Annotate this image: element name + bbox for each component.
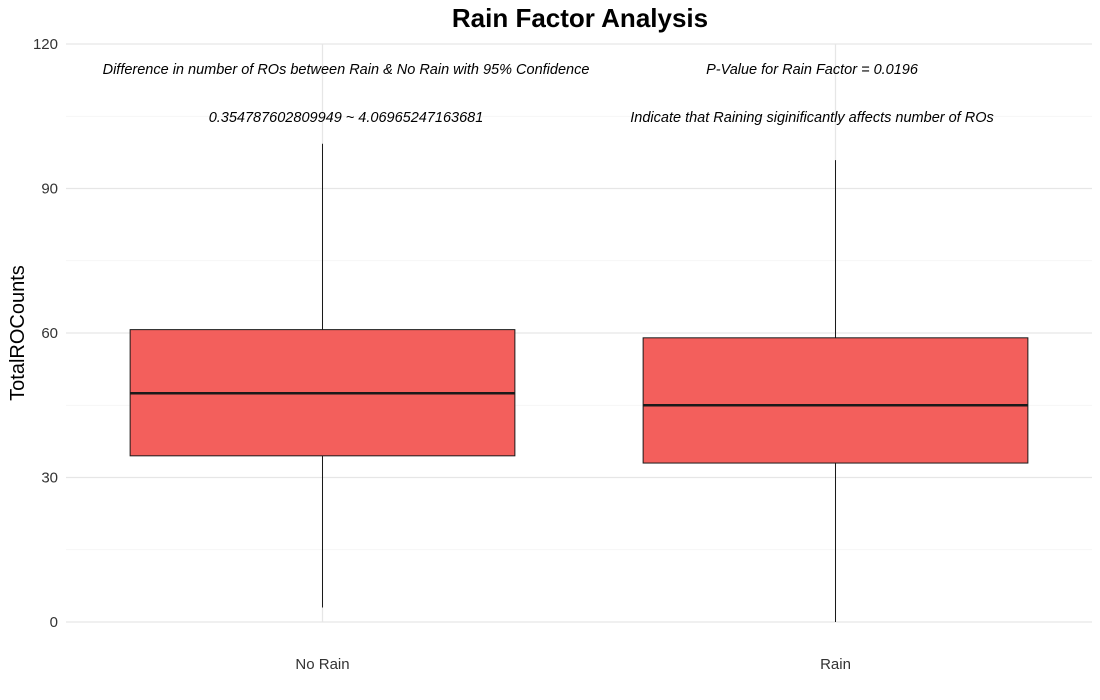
box-plot-marks <box>129 143 1029 622</box>
box-group <box>129 143 516 608</box>
chart-title: Rain Factor Analysis <box>452 3 708 33</box>
annotation-ci-values: 0.354787602809949 ~ 4.06965247163681 <box>209 110 484 126</box>
iqr-box <box>642 337 1029 464</box>
axis-tick-labels: 0 30 60 90 120 No Rain Rain <box>33 36 851 673</box>
y-tick-label: 60 <box>41 325 58 342</box>
box-group <box>642 160 1029 622</box>
y-tick-label: 90 <box>41 181 58 198</box>
annotation-conclusion: Indicate that Raining siginificantly aff… <box>630 110 993 126</box>
x-tick-label: Rain <box>820 656 851 673</box>
annotation-ci-label: Difference in number of ROs between Rain… <box>103 62 590 78</box>
y-tick-label: 0 <box>50 614 58 631</box>
x-tick-label: No Rain <box>295 656 349 673</box>
y-axis-title: TotalROCounts <box>7 265 29 401</box>
y-tick-label: 30 <box>41 470 58 487</box>
y-tick-label: 120 <box>33 36 58 53</box>
annotation-pvalue: P-Value for Rain Factor = 0.0196 <box>706 62 919 78</box>
